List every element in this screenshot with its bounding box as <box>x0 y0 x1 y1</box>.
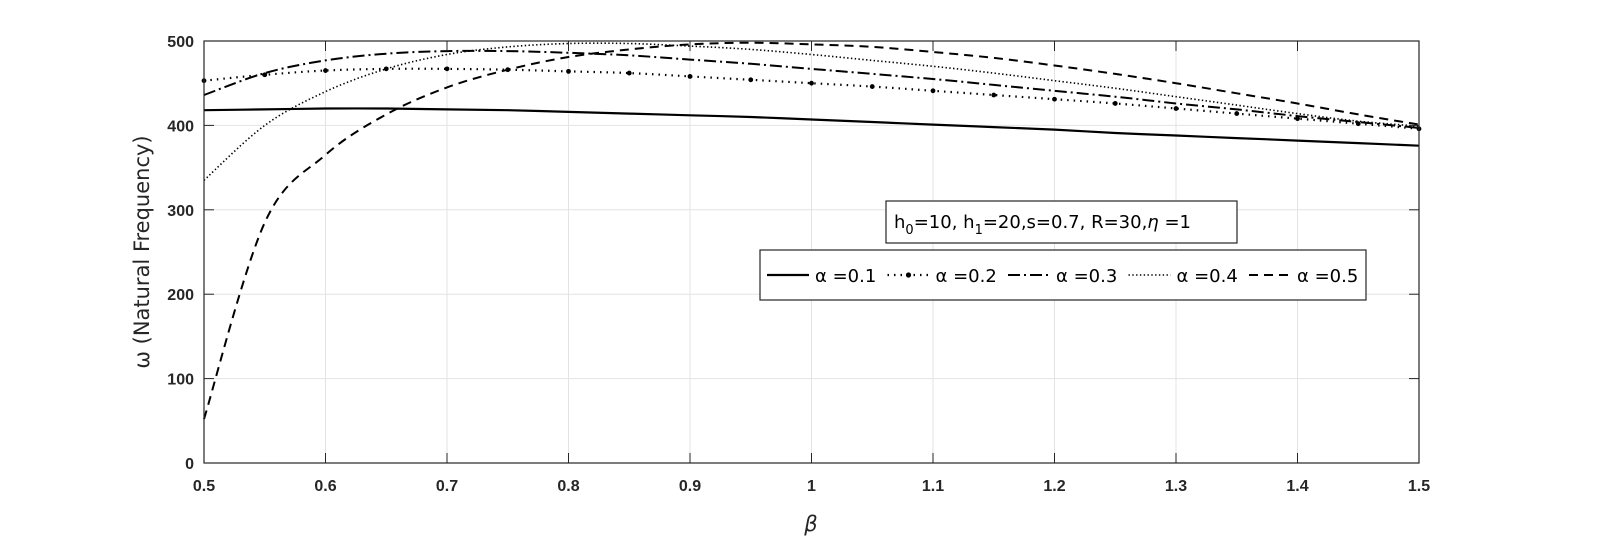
legend-item: α =0.2 <box>887 266 997 287</box>
y-tick-label: 0 <box>185 456 194 473</box>
y-tick-label: 300 <box>167 203 194 220</box>
series-line <box>203 41 1420 420</box>
series-marker <box>869 84 875 89</box>
series-marker <box>383 66 389 72</box>
legend-marker <box>905 272 912 278</box>
x-tick-label: 0.5 <box>193 478 215 495</box>
series-marker <box>626 70 632 76</box>
legend-item: α =0.5 <box>1249 266 1358 287</box>
series-4 <box>203 42 1420 181</box>
series-marker <box>991 92 997 98</box>
x-tick-label: 0.6 <box>314 478 336 495</box>
legend-items: α =0.1 α =0.2 α =0.3 α =0.4 α =0.5 <box>767 266 1358 287</box>
y-tick-label: 100 <box>167 372 194 389</box>
y-tick-label: 400 <box>167 118 194 135</box>
legend-label: α =0.2 <box>936 266 997 287</box>
series-marker <box>566 68 571 74</box>
y-tick-label: 200 <box>167 287 194 304</box>
annotation-text: h0=10, h1=20,s=0.7, R=30,η =1 <box>894 212 1191 238</box>
h1-subscript: 1 <box>975 223 983 238</box>
h0-symbol: h <box>894 212 905 233</box>
h1-symbol: h <box>963 212 974 233</box>
h0-subscript: 0 <box>905 223 913 238</box>
series-line <box>203 107 1420 147</box>
x-tick-label: 1.3 <box>1165 478 1187 495</box>
series-marker <box>809 80 814 86</box>
h1-value: =20,s=0.7, R=30, <box>983 212 1147 233</box>
legend-item: α =0.1 <box>767 266 876 287</box>
legend-label: α =0.3 <box>1056 266 1117 287</box>
x-tick-label: 1.4 <box>1286 478 1308 495</box>
y-axis-title: ω (Natural Frequency) <box>130 135 154 368</box>
legend-label: α =0.1 <box>815 266 876 287</box>
series-line <box>203 49 1420 129</box>
y-tick-label: 500 <box>167 34 194 51</box>
h0-value: =10, <box>914 212 963 233</box>
x-tick-label: 0.9 <box>679 478 701 495</box>
series-layer <box>201 41 1422 420</box>
series-marker <box>323 68 328 73</box>
legend-label: α =0.5 <box>1297 266 1358 287</box>
series-marker <box>687 74 693 79</box>
y-tick-labels: 0 100 200 300 400 500 <box>167 34 194 473</box>
series-marker <box>1234 111 1240 116</box>
x-tick-label: 1.2 <box>1043 478 1065 495</box>
series-3 <box>203 49 1420 129</box>
legend-label: α =0.4 <box>1177 266 1238 287</box>
series-marker <box>1173 106 1179 111</box>
series-line <box>203 42 1420 181</box>
x-axis-title: β <box>803 512 817 536</box>
tick-marks <box>203 40 1420 464</box>
x-tick-labels: 0.5 0.6 0.7 0.8 0.9 1 1.1 1.2 1.3 1.4 1.5 <box>193 478 1430 495</box>
series-1 <box>203 107 1420 147</box>
x-tick-label: 1 <box>807 478 816 495</box>
annotation-box <box>885 200 1238 244</box>
x-tick-label: 0.7 <box>436 478 458 495</box>
x-tick-label: 0.8 <box>557 478 579 495</box>
x-tick-label: 1.1 <box>922 478 944 495</box>
eta-symbol: η <box>1147 212 1158 233</box>
series-marker <box>930 88 936 94</box>
legend: α =0.1 α =0.2 α =0.3 α =0.4 α =0.5 <box>759 249 1367 301</box>
x-tick-label: 1.5 <box>1408 478 1430 495</box>
series-marker <box>748 77 754 83</box>
series-marker <box>262 72 268 78</box>
series-2 <box>201 66 1422 132</box>
series-marker <box>1052 96 1057 102</box>
legend-item: α =0.4 <box>1128 266 1238 287</box>
series-marker <box>1295 116 1300 122</box>
legend-item: α =0.3 <box>1008 266 1117 287</box>
series-marker <box>444 66 450 72</box>
series-marker <box>1112 101 1118 106</box>
eta-value: =1 <box>1159 212 1191 233</box>
series-5 <box>203 41 1420 420</box>
parameter-annotation: h0=10, h1=20,s=0.7, R=30,η =1 <box>885 200 1238 244</box>
